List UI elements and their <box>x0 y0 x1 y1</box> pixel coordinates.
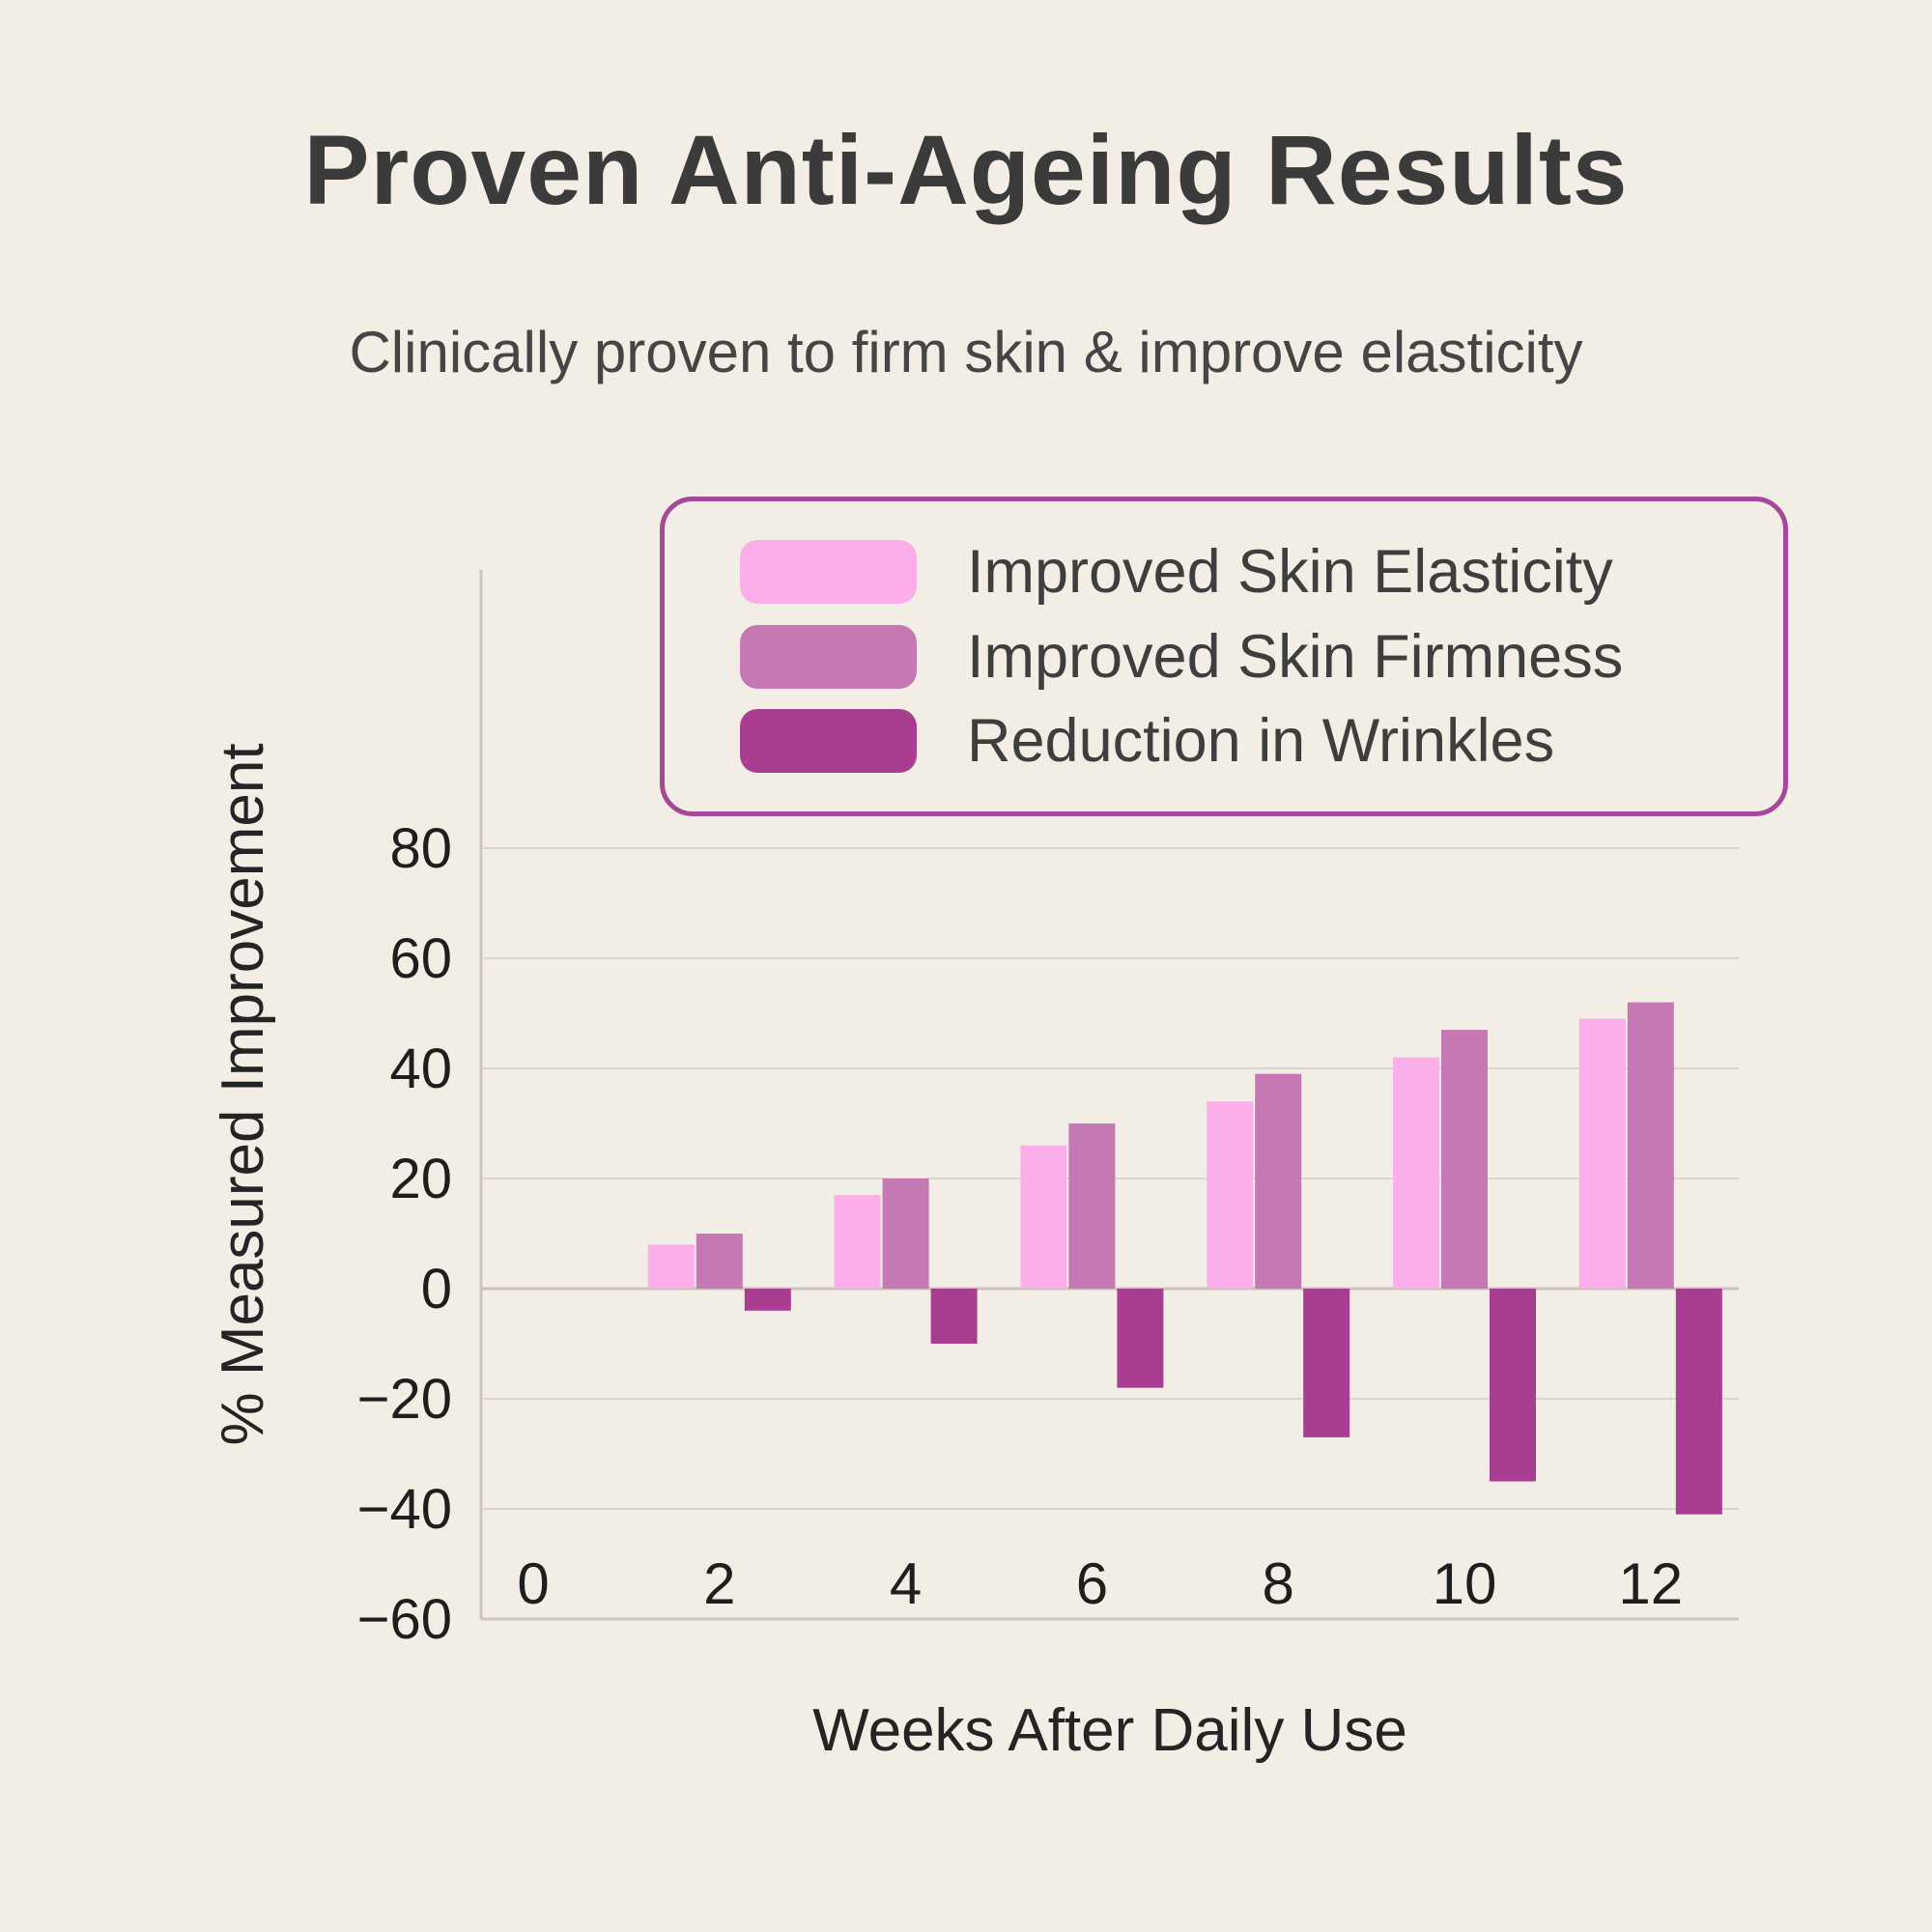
legend-swatch-wrinkles-icon <box>740 709 917 773</box>
legend-swatch-firmness-icon <box>740 624 917 689</box>
bar-reduction-in-wrinkles-week-2 <box>744 1289 791 1311</box>
y-tick-label: 60 <box>389 927 452 990</box>
x-tick-label: 2 <box>703 1551 735 1616</box>
bar-improved-skin-firmness-week-6 <box>1068 1123 1116 1289</box>
y-axis-title: % Measured Improvement <box>210 743 276 1445</box>
bar-improved-skin-elasticity-week-10 <box>1393 1057 1439 1289</box>
y-tick-label: −20 <box>357 1368 452 1431</box>
bar-reduction-in-wrinkles-week-8 <box>1303 1289 1350 1437</box>
y-tick-label: 80 <box>389 817 452 880</box>
x-tick-label: 4 <box>890 1551 922 1616</box>
x-tick-label: 10 <box>1433 1551 1497 1616</box>
bar-improved-skin-elasticity-week-4 <box>834 1195 881 1289</box>
page-subtitle: Clinically proven to firm skin & improve… <box>349 320 1583 384</box>
bar-improved-skin-firmness-week-12 <box>1627 1002 1674 1289</box>
chart-legend: Improved Skin Elasticity Improved Skin F… <box>660 497 1788 816</box>
legend-label-firmness: Improved Skin Firmness <box>967 622 1624 691</box>
bar-improved-skin-firmness-week-8 <box>1255 1073 1302 1289</box>
y-tick-label: −60 <box>357 1588 452 1651</box>
legend-label-elasticity: Improved Skin Elasticity <box>967 538 1613 606</box>
y-tick-label: −40 <box>357 1478 452 1541</box>
bar-improved-skin-firmness-week-2 <box>696 1234 743 1289</box>
x-tick-label: 8 <box>1263 1551 1294 1616</box>
bar-reduction-in-wrinkles-week-10 <box>1490 1289 1536 1482</box>
bar-improved-skin-firmness-week-4 <box>882 1179 929 1289</box>
page-title: Proven Anti-Ageing Results <box>303 115 1629 225</box>
legend-swatch-elasticity-icon <box>740 540 917 604</box>
bar-reduction-in-wrinkles-week-6 <box>1117 1289 1164 1388</box>
bar-reduction-in-wrinkles-week-12 <box>1675 1289 1722 1515</box>
y-tick-label: 40 <box>389 1037 452 1100</box>
bar-improved-skin-elasticity-week-12 <box>1578 1018 1626 1289</box>
y-tick-label: 0 <box>421 1258 452 1321</box>
legend-item-elasticity: Improved Skin Elasticity <box>740 538 1783 606</box>
y-tick-label: 20 <box>389 1148 452 1210</box>
bar-improved-skin-elasticity-week-8 <box>1207 1101 1254 1289</box>
legend-label-wrinkles: Reduction in Wrinkles <box>967 707 1555 775</box>
legend-item-wrinkles: Reduction in Wrinkles <box>740 707 1783 775</box>
x-tick-label: 6 <box>1076 1551 1108 1616</box>
legend-item-firmness: Improved Skin Firmness <box>740 622 1783 691</box>
bar-improved-skin-elasticity-week-6 <box>1020 1145 1067 1289</box>
bar-reduction-in-wrinkles-week-4 <box>930 1289 978 1344</box>
x-axis-title: Weeks After Daily Use <box>812 1697 1407 1764</box>
bar-improved-skin-elasticity-week-2 <box>647 1244 695 1289</box>
bar-improved-skin-firmness-week-10 <box>1441 1030 1488 1289</box>
x-tick-label: 12 <box>1618 1551 1683 1616</box>
x-tick-label: 0 <box>517 1551 549 1616</box>
